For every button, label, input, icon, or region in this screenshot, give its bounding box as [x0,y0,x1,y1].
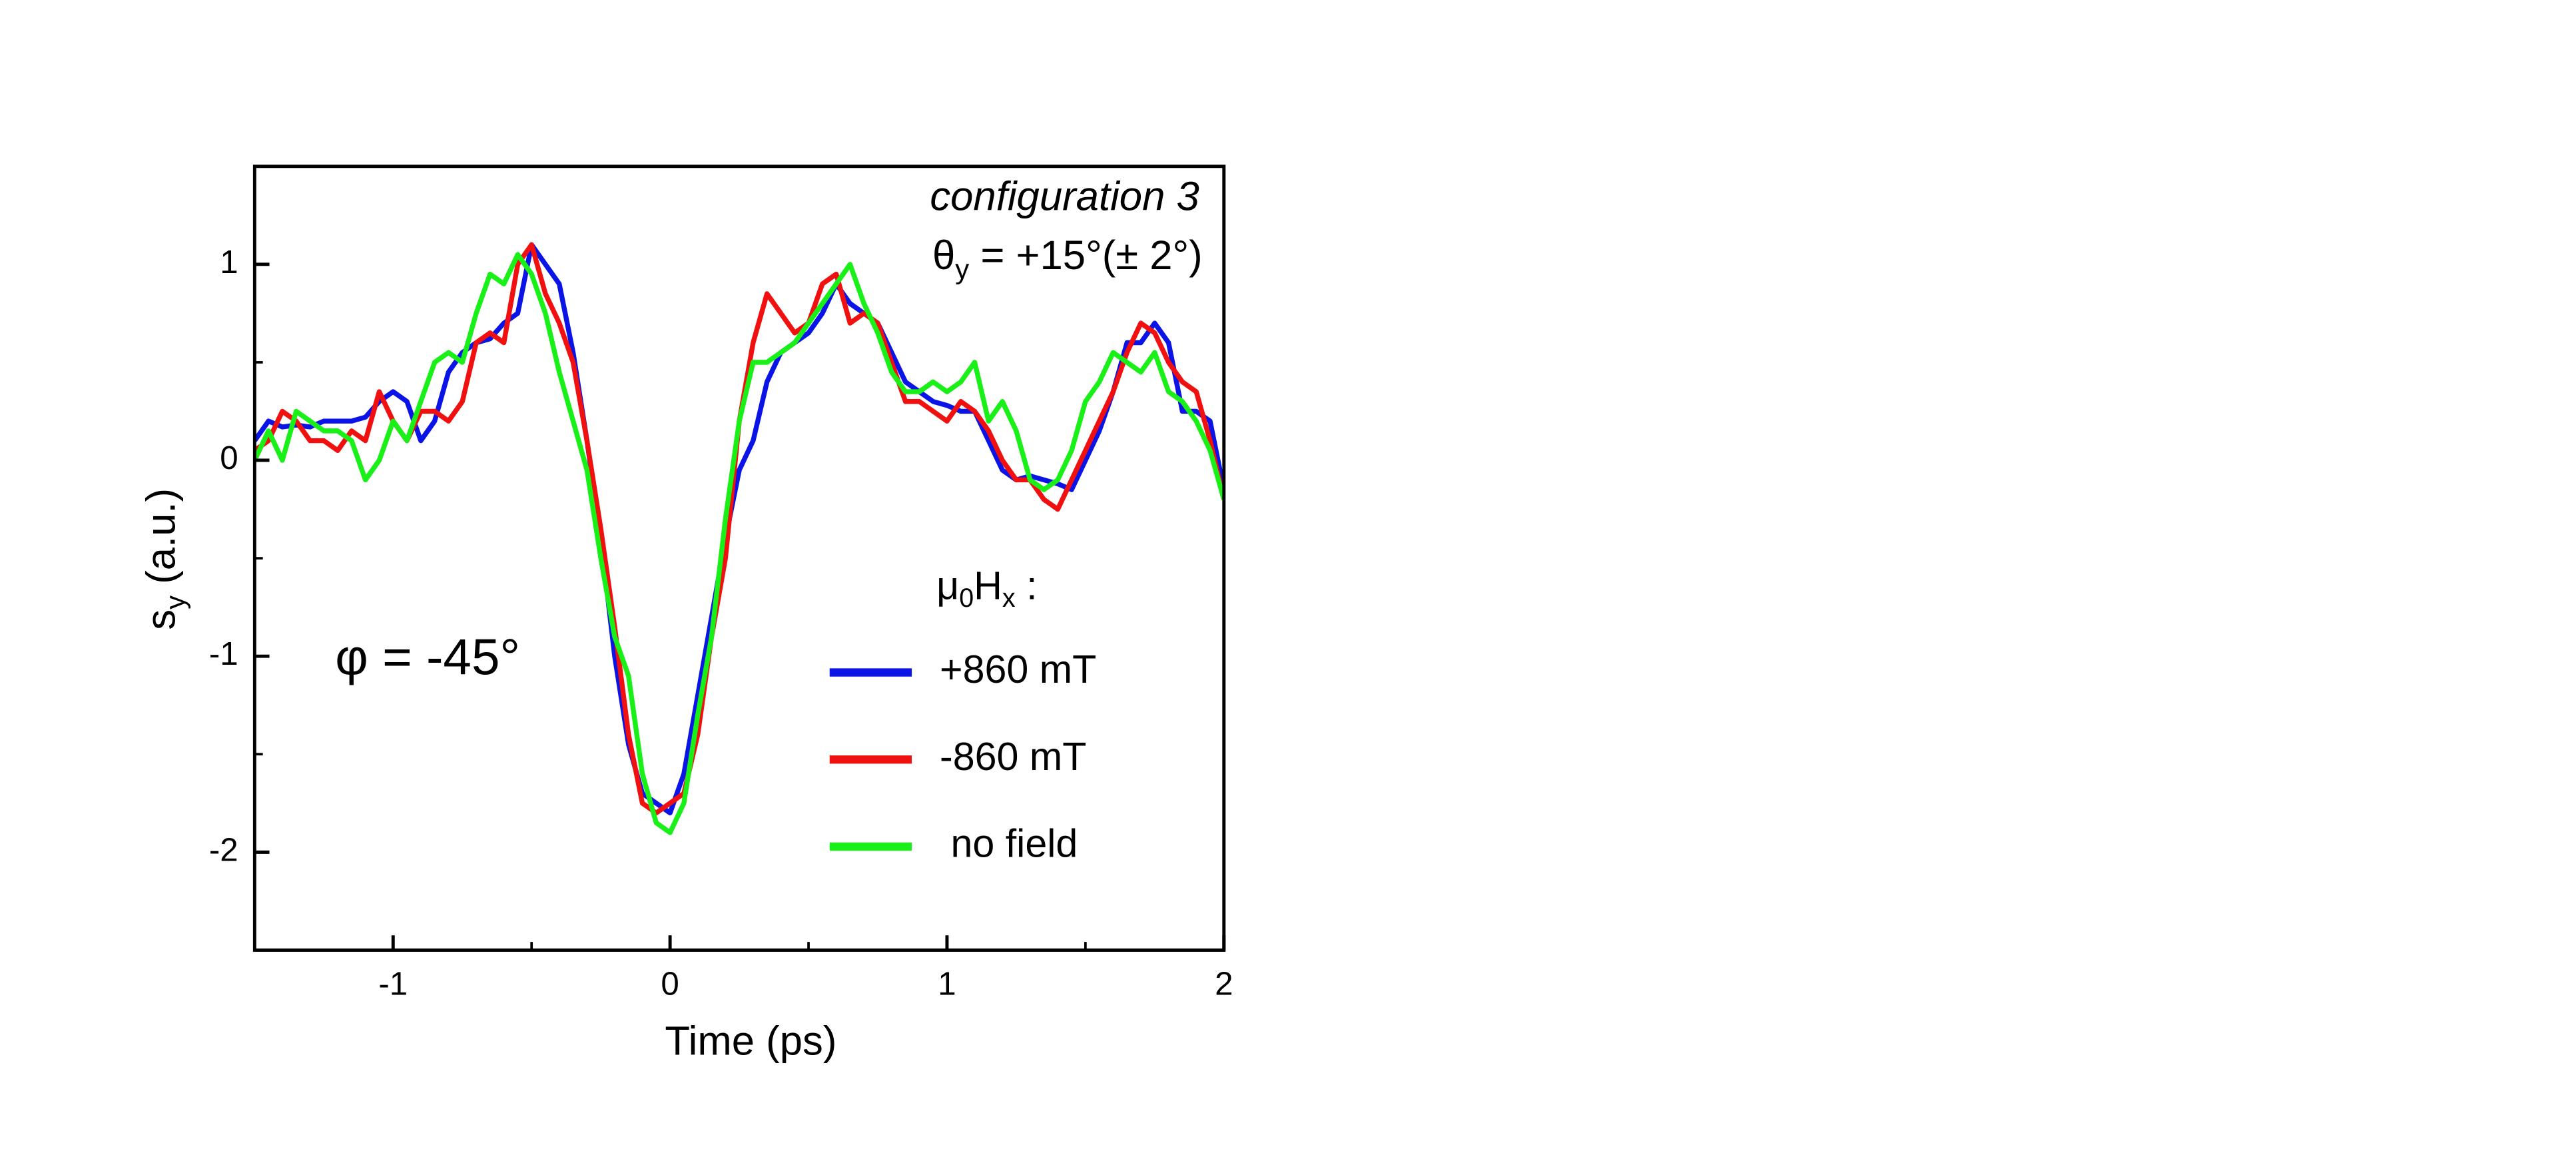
y-label-sub: y [159,595,190,609]
subtitle-sub: y [955,254,969,285]
x-tick-label: -1 [378,966,408,1002]
subtitle-rest: = +15°(± 2°) [969,232,1203,278]
legend-label: no field [940,821,1078,866]
y-tick-label: -2 [209,831,238,868]
y-tick-label: 1 [220,244,238,280]
subtitle-main: θ [932,232,955,278]
legend-label: +860 mT [940,647,1096,691]
legend-title-rest: : [1016,563,1038,607]
y-tick-label: 0 [220,440,238,476]
plot-area [254,242,1224,835]
x-tick-label: 2 [1215,966,1233,1002]
legend-title-main: μ [936,563,959,607]
legend-title-sub: 0 [959,583,974,613]
legend-title-mid: H [974,563,1002,607]
series-line [254,242,1224,816]
chart-subtitle: θy = +15°(± 2°) [932,232,1203,285]
x-tick-label: 0 [661,966,679,1002]
annotation: φ = -45° [335,629,520,685]
series-line [254,242,1224,816]
x-axis-label: Time (ps) [665,1018,836,1064]
series-line [254,252,1224,835]
y-axis-label: sy (a.u.) [139,488,191,630]
plot-frame [252,165,1226,952]
chart-title: configuration 3 [930,173,1199,219]
legend-label: -860 mT [940,734,1086,779]
legend-title: μ0Hx : [936,563,1037,613]
y-label-main: s [139,609,184,630]
y-label-rest: (a.u.) [139,488,184,595]
x-tick-label: 1 [938,966,956,1002]
y-tick-label: -1 [209,635,238,672]
legend-title-sub: x [1002,583,1016,613]
